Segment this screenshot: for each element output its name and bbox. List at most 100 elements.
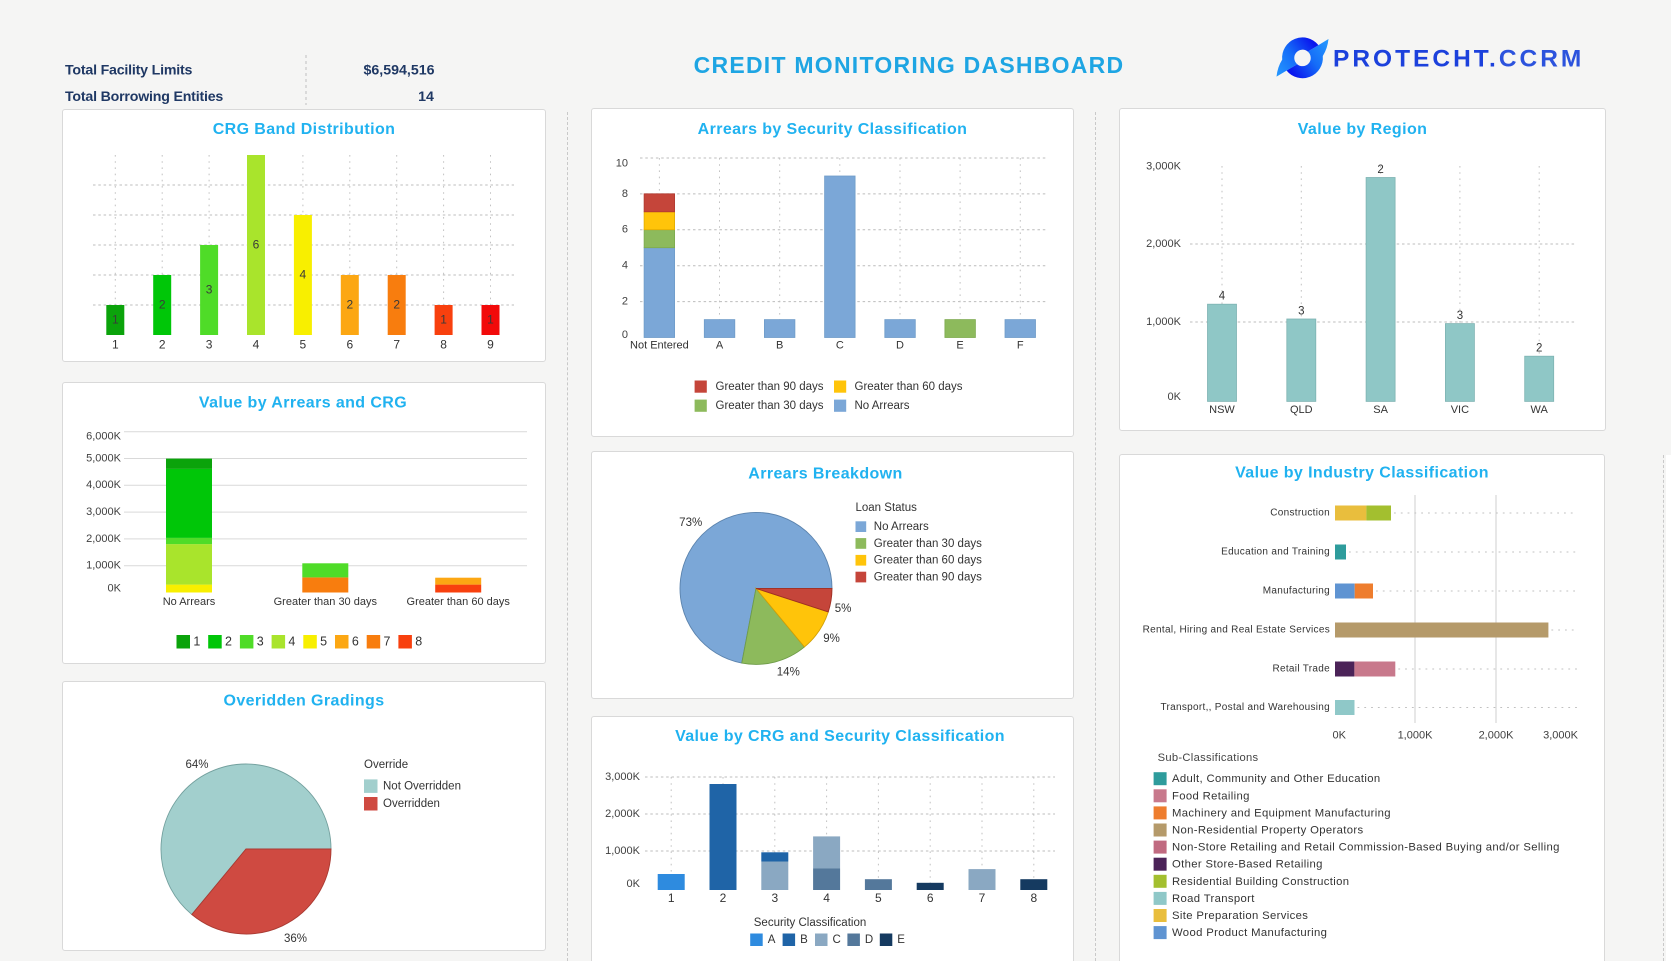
- svg-text:Total Facility Limits: Total Facility Limits: [65, 62, 192, 78]
- svg-text:C: C: [836, 339, 844, 351]
- svg-text:Greater than 30 days: Greater than 30 days: [874, 538, 982, 550]
- svg-text:2: 2: [225, 635, 232, 649]
- svg-text:8: 8: [1030, 891, 1037, 905]
- svg-text:4: 4: [622, 260, 628, 272]
- svg-text:Greater than 90 days: Greater than 90 days: [874, 572, 982, 584]
- svg-text:4: 4: [300, 268, 307, 282]
- svg-text:0: 0: [622, 329, 628, 341]
- svg-text:1: 1: [112, 338, 119, 352]
- svg-text:Greater than 90 days: Greater than 90 days: [716, 381, 824, 393]
- svg-text:Non-Residential Property Opera: Non-Residential Property Operators: [1172, 824, 1363, 836]
- svg-text:Overridden: Overridden: [383, 798, 440, 810]
- svg-text:4: 4: [823, 891, 830, 905]
- svg-text:QLD: QLD: [1290, 404, 1313, 416]
- svg-text:4,000K: 4,000K: [86, 479, 122, 491]
- svg-text:Arrears Breakdown: Arrears Breakdown: [748, 466, 902, 483]
- svg-text:5: 5: [300, 338, 307, 352]
- svg-text:3,000K: 3,000K: [605, 771, 641, 783]
- svg-text:10: 10: [616, 157, 628, 169]
- svg-text:6,000K: 6,000K: [86, 431, 122, 443]
- svg-text:8: 8: [440, 338, 447, 352]
- svg-text:2: 2: [1536, 343, 1542, 355]
- svg-text:Wood Product Manufacturing: Wood Product Manufacturing: [1172, 927, 1327, 939]
- svg-text:14%: 14%: [777, 667, 800, 679]
- svg-text:14: 14: [418, 89, 434, 105]
- svg-text:2: 2: [159, 298, 166, 312]
- svg-text:7: 7: [979, 891, 986, 905]
- svg-text:Greater than 60 days: Greater than 60 days: [407, 596, 511, 608]
- svg-text:6: 6: [927, 891, 934, 905]
- svg-text:3,000K: 3,000K: [86, 506, 122, 518]
- svg-text:Override: Override: [364, 759, 408, 771]
- svg-text:F: F: [1017, 339, 1024, 351]
- svg-text:3: 3: [257, 635, 264, 649]
- svg-text:3: 3: [771, 891, 778, 905]
- svg-text:6: 6: [352, 635, 359, 649]
- svg-text:0K: 0K: [1333, 729, 1347, 741]
- svg-text:C: C: [833, 934, 841, 946]
- svg-text:Education and Training: Education and Training: [1221, 547, 1330, 558]
- svg-text:SA: SA: [1373, 404, 1388, 416]
- svg-text:Value by Industry Classificati: Value by Industry Classification: [1235, 465, 1489, 482]
- svg-text:4: 4: [253, 338, 260, 352]
- svg-text:A: A: [716, 339, 724, 351]
- svg-text:B: B: [800, 934, 808, 946]
- svg-text:2: 2: [346, 298, 353, 312]
- svg-text:Retail Trade: Retail Trade: [1272, 664, 1330, 675]
- svg-text:No Arrears: No Arrears: [163, 596, 216, 608]
- svg-text:3: 3: [206, 338, 213, 352]
- svg-text:1,000K: 1,000K: [1146, 316, 1182, 328]
- svg-text:1: 1: [487, 313, 494, 327]
- svg-text:Greater than 60 days: Greater than 60 days: [874, 555, 982, 567]
- svg-text:8: 8: [622, 188, 628, 200]
- svg-text:Sub-Classifications: Sub-Classifications: [1158, 752, 1259, 764]
- svg-text:6: 6: [622, 224, 628, 236]
- svg-text:Greater than 60 days: Greater than 60 days: [855, 381, 963, 393]
- svg-text:4: 4: [288, 635, 295, 649]
- svg-text:Site Preparation Services: Site Preparation Services: [1172, 910, 1308, 922]
- svg-text:0K: 0K: [108, 582, 122, 594]
- svg-text:Greater than 30 days: Greater than 30 days: [716, 400, 824, 412]
- svg-text:2,000K: 2,000K: [1479, 729, 1515, 741]
- svg-text:1,000K: 1,000K: [86, 560, 122, 572]
- svg-text:Road Transport: Road Transport: [1172, 893, 1255, 905]
- svg-text:2,000K: 2,000K: [1146, 238, 1182, 250]
- svg-text:2: 2: [1377, 164, 1383, 176]
- svg-text:D: D: [865, 934, 873, 946]
- svg-text:73%: 73%: [679, 517, 702, 529]
- svg-text:VIC: VIC: [1451, 404, 1469, 416]
- svg-text:9%: 9%: [823, 633, 840, 645]
- svg-text:2: 2: [393, 298, 400, 312]
- svg-text:8: 8: [415, 635, 422, 649]
- svg-text:Non-Store Retailing and Retail: Non-Store Retailing and Retail Commissio…: [1172, 842, 1560, 854]
- svg-text:CRG Band Distribution: CRG Band Distribution: [213, 121, 396, 138]
- svg-text:D: D: [896, 339, 904, 351]
- svg-text:Greater than 30 days: Greater than 30 days: [274, 596, 378, 608]
- svg-text:1,000K: 1,000K: [1398, 729, 1434, 741]
- svg-text:0K: 0K: [627, 878, 641, 890]
- svg-text:9: 9: [487, 338, 494, 352]
- svg-text:Food Retailing: Food Retailing: [1172, 790, 1250, 802]
- svg-text:0K: 0K: [1168, 391, 1182, 403]
- svg-text:No Arrears: No Arrears: [874, 521, 929, 533]
- svg-text:Value by Arrears and CRG: Value by Arrears and CRG: [199, 395, 407, 412]
- svg-text:Transport,, Postal and Warehou: Transport,, Postal and Warehousing: [1160, 702, 1330, 713]
- svg-text:Other Store-Based Retailing: Other Store-Based Retailing: [1172, 859, 1323, 871]
- svg-text:Security Classification: Security Classification: [754, 917, 866, 929]
- svg-text:4: 4: [1219, 291, 1226, 303]
- svg-text:5,000K: 5,000K: [86, 452, 122, 464]
- svg-text:Arrears by Security Classifica: Arrears by Security Classification: [698, 121, 968, 138]
- svg-text:A: A: [768, 934, 776, 946]
- svg-text:3,000K: 3,000K: [1543, 729, 1579, 741]
- svg-text:36%: 36%: [284, 933, 307, 945]
- svg-text:3,000K: 3,000K: [1146, 160, 1182, 172]
- svg-text:WA: WA: [1531, 404, 1549, 416]
- svg-text:Not Entered: Not Entered: [630, 339, 689, 351]
- svg-text:3: 3: [206, 283, 213, 297]
- svg-text:1: 1: [112, 313, 119, 327]
- svg-text:NSW: NSW: [1209, 404, 1235, 416]
- svg-text:2,000K: 2,000K: [605, 808, 641, 820]
- svg-text:Construction: Construction: [1270, 508, 1330, 519]
- svg-text:B: B: [776, 339, 783, 351]
- svg-text:5: 5: [320, 635, 327, 649]
